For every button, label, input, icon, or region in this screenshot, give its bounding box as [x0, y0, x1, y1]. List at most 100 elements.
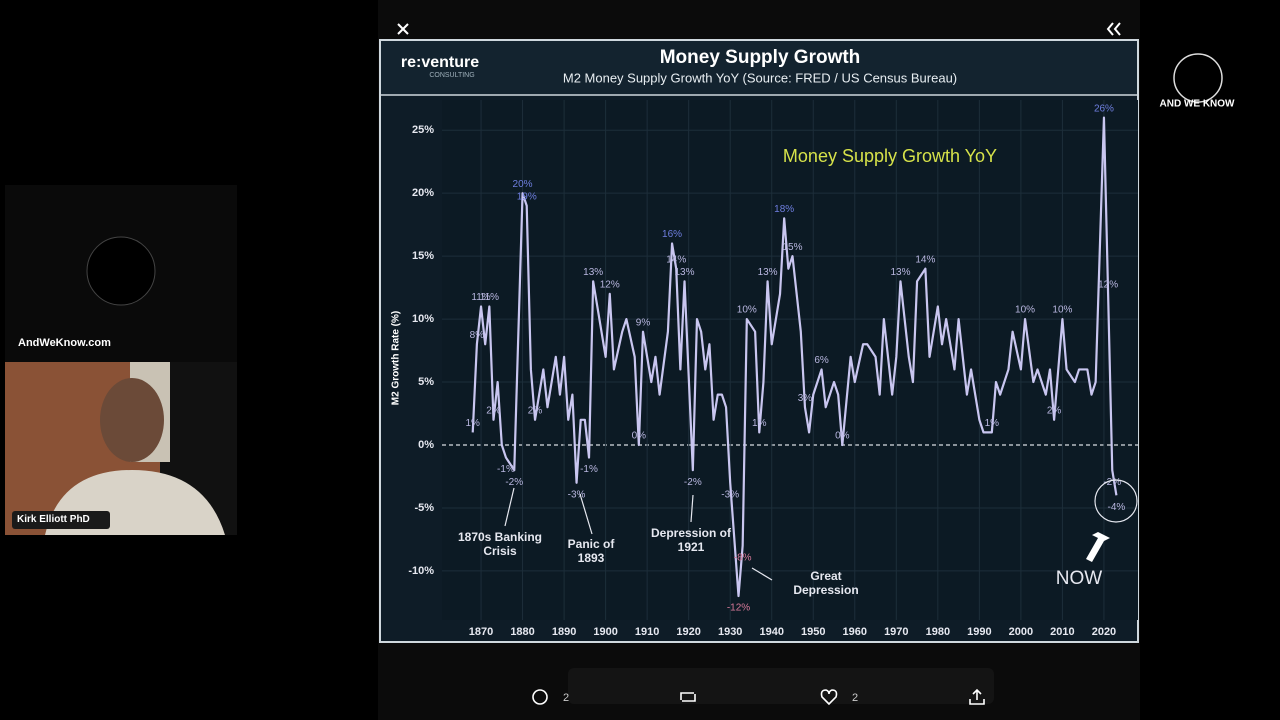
data-label: 0% — [835, 431, 850, 442]
speaker-name: Kirk Elliott PhD — [17, 514, 90, 525]
series-annotation: Money Supply Growth YoY — [782, 146, 998, 166]
data-label: 13% — [675, 267, 695, 278]
x-tick-label: 1950 — [801, 626, 825, 638]
x-tick-label: 1960 — [843, 626, 867, 638]
data-label: -8% — [734, 552, 752, 563]
event-annotation: 1870s Banking Crisis — [457, 530, 543, 558]
x-tick-label: 1890 — [552, 626, 576, 638]
data-label: 16% — [662, 229, 682, 240]
data-label: 1% — [985, 418, 1000, 429]
now-annotation: NOW — [1055, 568, 1103, 589]
x-tick-label: 2010 — [1050, 626, 1074, 638]
now-arrow — [1086, 532, 1110, 562]
highlight-circle — [1094, 479, 1138, 523]
data-label: 2% — [528, 405, 543, 416]
data-label: 12% — [600, 280, 620, 291]
event-annotation: Great Depression — [793, 569, 859, 597]
data-label: 11% — [480, 292, 499, 303]
reply-button[interactable] — [532, 689, 548, 705]
like-count: 2 — [852, 692, 858, 704]
close-button[interactable] — [397, 23, 409, 35]
reply-count: 2 — [563, 692, 569, 704]
x-tick-label: 1970 — [884, 626, 908, 638]
data-label: 2% — [1047, 405, 1062, 416]
data-label: 13% — [758, 267, 778, 278]
y-axis-label: M2 Growth Rate (%) — [391, 311, 402, 405]
data-label: 18% — [774, 204, 794, 215]
y-tick-label: 5% — [418, 376, 434, 388]
data-label: 12% — [1098, 280, 1118, 291]
x-tick-label: 1920 — [676, 626, 700, 638]
plot: -10% -5% 0% 5% 10% 15% 20% 25% 1870 1880 1890 1900 1… — [408, 100, 1138, 638]
brand-logo: re:venture — [401, 54, 479, 71]
data-label: 20% — [513, 179, 533, 190]
chart-subtitle: M2 Money Supply Growth YoY (Source: FRED… — [563, 70, 957, 85]
collapse-button[interactable] — [1106, 22, 1121, 36]
data-label: 1% — [752, 418, 767, 429]
data-label: 1% — [466, 418, 481, 429]
annotation-arrows — [504, 487, 773, 581]
data-label: 15% — [782, 242, 802, 253]
data-label: 11% — [471, 292, 490, 303]
data-label: -1% — [497, 464, 515, 475]
data-label: -12% — [727, 603, 750, 614]
data-label: 9% — [636, 317, 651, 328]
y-tick-label: 10% — [412, 313, 434, 325]
x-tick-label: 1990 — [967, 626, 991, 638]
x-tick-label: 1870 — [469, 626, 493, 638]
x-tick-label: 2020 — [1092, 626, 1116, 638]
data-label: -4% — [1108, 502, 1126, 513]
x-tick-label: 1930 — [718, 626, 742, 638]
data-label: -3% — [568, 489, 586, 500]
brand-sub: CONSULTING — [429, 72, 474, 79]
data-label: 10% — [1052, 305, 1072, 316]
like-button[interactable] — [820, 689, 838, 706]
data-label: 8% — [470, 330, 485, 341]
chart-header — [381, 41, 1137, 95]
data-label: 19% — [517, 191, 537, 202]
data-label: 26% — [1094, 103, 1114, 114]
x-tick-label: 1900 — [593, 626, 617, 638]
event-annotation: Depression of 1921 — [650, 526, 731, 554]
chart-title: Money Supply Growth — [660, 47, 861, 68]
data-label: 13% — [890, 267, 910, 278]
x-tick-label: 1940 — [759, 626, 783, 638]
y-tick-label: -5% — [414, 502, 434, 514]
data-label: 10% — [1015, 305, 1035, 316]
share-button[interactable] — [969, 688, 985, 705]
data-label: 6% — [814, 355, 829, 366]
data-label: -2% — [505, 477, 523, 488]
channel-name: AND WE KNOW — [1160, 99, 1236, 110]
data-label: 3% — [798, 393, 813, 404]
x-tick-label: 1910 — [635, 626, 659, 638]
data-label: -3% — [721, 489, 739, 500]
data-label: 10% — [737, 305, 757, 316]
data-label: 14% — [915, 254, 935, 265]
retweet-button[interactable] — [680, 692, 696, 702]
speaker-head — [100, 378, 164, 462]
data-label: 2% — [486, 405, 501, 416]
data-label: -1% — [580, 464, 598, 475]
y-tick-label: 15% — [412, 250, 434, 262]
x-tick-label: 1880 — [510, 626, 534, 638]
webcam-logo — [86, 236, 156, 306]
data-label: 0% — [632, 431, 647, 442]
series-line — [471, 116, 1118, 598]
y-tick-label: 0% — [418, 439, 434, 451]
data-label: 14% — [666, 254, 686, 265]
y-tick-label: 25% — [412, 124, 434, 136]
data-label: -2% — [1103, 477, 1121, 488]
x-tick-label: 2000 — [1009, 626, 1033, 638]
event-annotation: Panic of 1893 — [567, 537, 615, 565]
y-tick-label: 20% — [412, 187, 434, 199]
channel-logo — [1173, 53, 1223, 103]
y-tick-label: -10% — [408, 565, 434, 577]
reply-box — [568, 668, 994, 704]
x-tick-label: 1980 — [926, 626, 950, 638]
speaker-badge — [12, 511, 110, 529]
data-label: 13% — [583, 267, 603, 278]
website-label: AndWeKnow.com — [18, 337, 111, 349]
data-label: -2% — [684, 477, 702, 488]
